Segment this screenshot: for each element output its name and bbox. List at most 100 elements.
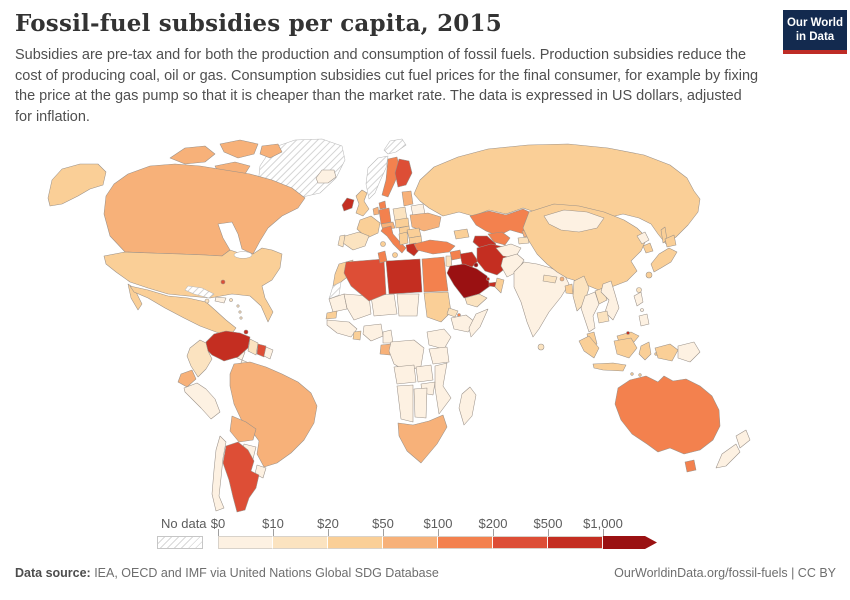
country-vietnam[interactable] bbox=[600, 280, 620, 321]
country-italy[interactable] bbox=[380, 225, 407, 254]
country-peru[interactable] bbox=[183, 382, 221, 420]
country-ireland[interactable] bbox=[341, 197, 355, 212]
country-mongolia[interactable] bbox=[543, 209, 605, 233]
country-antilles-2[interactable] bbox=[238, 310, 242, 314]
country-sri-lanka[interactable] bbox=[537, 343, 545, 351]
country-benelux[interactable] bbox=[372, 206, 380, 216]
country-norway[interactable] bbox=[365, 155, 389, 200]
owid-link[interactable]: OurWorldinData.org/fossil-fuels | CC BY bbox=[614, 566, 836, 580]
country-egypt[interactable] bbox=[421, 256, 449, 293]
legend-segment-3[interactable] bbox=[383, 536, 438, 549]
country-caucasus[interactable] bbox=[453, 228, 470, 240]
country-philippines-luzon[interactable] bbox=[633, 291, 644, 307]
country-yemen[interactable] bbox=[464, 293, 488, 308]
country-finland[interactable] bbox=[394, 158, 413, 188]
country-balkans[interactable] bbox=[398, 231, 409, 246]
country-australia[interactable] bbox=[614, 375, 721, 455]
country-uzbekistan[interactable] bbox=[487, 231, 511, 246]
country-sweden[interactable] bbox=[381, 156, 401, 198]
country-suriname[interactable] bbox=[256, 343, 267, 358]
country-usa[interactable] bbox=[103, 247, 283, 323]
country-zambia[interactable] bbox=[415, 364, 434, 383]
country-somalia[interactable] bbox=[468, 308, 489, 338]
country-canada-arctic-1[interactable] bbox=[169, 145, 216, 165]
country-chad[interactable] bbox=[396, 293, 420, 317]
country-niger[interactable] bbox=[370, 293, 398, 317]
country-canada-arctic-2[interactable] bbox=[219, 139, 259, 159]
country-eritrea[interactable] bbox=[446, 307, 459, 318]
country-kuwait[interactable] bbox=[473, 262, 479, 268]
legend-segment-4[interactable] bbox=[438, 536, 493, 549]
country-indonesia-kalimantan[interactable] bbox=[613, 337, 638, 359]
legend-no-data-swatch[interactable] bbox=[157, 536, 203, 549]
country-hispaniola[interactable] bbox=[214, 296, 227, 304]
country-indonesia-sunda-1[interactable] bbox=[630, 372, 634, 376]
country-ghana[interactable] bbox=[352, 330, 362, 341]
country-madagascar[interactable] bbox=[458, 386, 477, 426]
country-alaska[interactable] bbox=[47, 163, 107, 207]
country-qatar[interactable] bbox=[486, 277, 490, 281]
country-russia[interactable] bbox=[413, 143, 701, 245]
country-mauritania[interactable] bbox=[328, 293, 348, 313]
country-nepal[interactable] bbox=[542, 274, 558, 284]
country-levant[interactable] bbox=[445, 255, 453, 268]
country-indonesia-sumatra[interactable] bbox=[578, 335, 600, 359]
country-oman[interactable] bbox=[494, 277, 505, 294]
country-turkey[interactable] bbox=[413, 239, 456, 255]
country-venezuela[interactable] bbox=[205, 330, 251, 362]
country-nz-south[interactable] bbox=[715, 443, 741, 469]
country-libya[interactable] bbox=[385, 258, 423, 295]
country-bhutan[interactable] bbox=[559, 276, 565, 282]
country-portugal[interactable] bbox=[337, 234, 346, 248]
country-bangladesh[interactable] bbox=[564, 283, 574, 295]
legend-segment-7-arrow[interactable] bbox=[603, 536, 657, 549]
country-ecuador[interactable] bbox=[177, 369, 197, 388]
country-philippines-visayas[interactable] bbox=[640, 308, 644, 312]
country-south-korea[interactable] bbox=[642, 242, 654, 254]
country-papua-new-guinea[interactable] bbox=[677, 341, 701, 363]
country-puerto-rico[interactable] bbox=[229, 298, 233, 302]
country-ukraine[interactable] bbox=[409, 212, 442, 232]
country-western-sahara[interactable] bbox=[328, 281, 342, 300]
country-spain[interactable] bbox=[342, 231, 370, 251]
country-germany[interactable] bbox=[378, 207, 392, 225]
country-brazil[interactable] bbox=[229, 361, 318, 468]
country-west-africa[interactable] bbox=[326, 319, 358, 338]
country-chile[interactable] bbox=[211, 435, 227, 512]
country-argentina[interactable] bbox=[222, 441, 260, 513]
country-uganda-kenya[interactable] bbox=[426, 328, 452, 350]
country-philippines-mindanao[interactable] bbox=[638, 313, 650, 327]
country-antilles-1[interactable] bbox=[236, 304, 240, 308]
country-cambodia[interactable] bbox=[596, 310, 610, 324]
country-tanzania[interactable] bbox=[428, 346, 450, 365]
country-nigeria[interactable] bbox=[362, 323, 384, 342]
country-sicily[interactable] bbox=[392, 252, 398, 258]
country-tasmania[interactable] bbox=[684, 459, 697, 473]
country-cuba[interactable] bbox=[184, 285, 215, 299]
country-french-guiana[interactable] bbox=[263, 346, 274, 360]
country-sudan[interactable] bbox=[423, 291, 452, 323]
country-japan-kyushu[interactable] bbox=[645, 271, 653, 279]
country-france[interactable] bbox=[356, 215, 381, 239]
country-denmark[interactable] bbox=[378, 200, 387, 210]
legend-segment-6[interactable] bbox=[548, 536, 603, 549]
legend-segment-1[interactable] bbox=[273, 536, 328, 549]
country-indonesia-java[interactable] bbox=[592, 362, 627, 372]
country-mozambique[interactable] bbox=[434, 362, 452, 415]
country-baltics[interactable] bbox=[401, 190, 414, 207]
country-north-korea[interactable] bbox=[636, 231, 650, 245]
country-bolivia[interactable] bbox=[229, 415, 257, 443]
country-iceland[interactable] bbox=[315, 169, 337, 184]
country-nz-north[interactable] bbox=[735, 429, 751, 449]
country-bahamas[interactable] bbox=[220, 279, 226, 285]
country-sardinia[interactable] bbox=[380, 241, 386, 247]
country-tajikistan[interactable] bbox=[517, 236, 530, 245]
country-namibia[interactable] bbox=[396, 384, 414, 423]
country-taiwan[interactable] bbox=[636, 287, 642, 293]
country-gabon[interactable] bbox=[379, 343, 392, 356]
country-canada-arctic-3[interactable] bbox=[259, 143, 283, 159]
owid-logo[interactable]: Our World in Data bbox=[783, 10, 847, 54]
country-antilles-3[interactable] bbox=[239, 316, 243, 320]
country-guyana[interactable] bbox=[247, 338, 259, 356]
country-cameroon[interactable] bbox=[382, 329, 394, 344]
